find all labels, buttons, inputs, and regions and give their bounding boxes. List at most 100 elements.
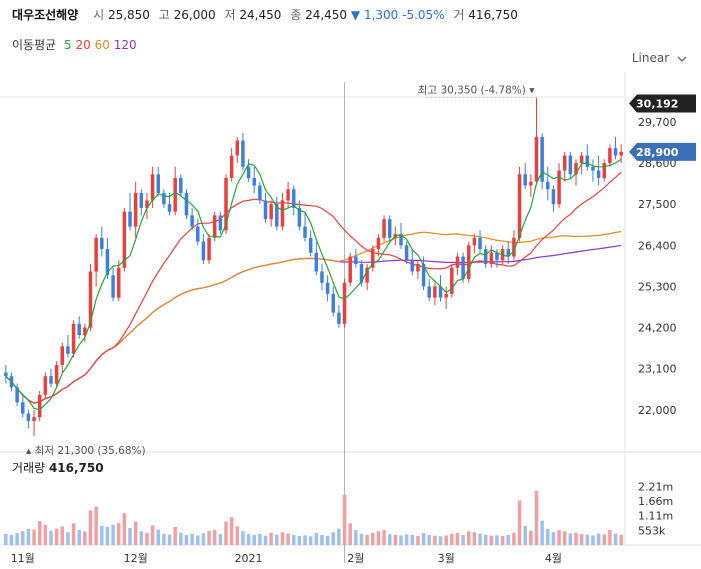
volume-bar <box>320 534 324 545</box>
volume-bar <box>444 535 448 545</box>
volume-bar <box>303 535 307 545</box>
volume-bar <box>207 531 211 545</box>
candle-body <box>280 200 285 227</box>
volume-bar <box>602 534 606 545</box>
ma-legend-5[interactable]: 5 <box>64 38 72 52</box>
volume-bar <box>562 531 567 545</box>
volume-bar <box>331 532 336 545</box>
change-value: 1,300 <box>363 8 399 22</box>
volume-bar <box>105 526 110 545</box>
volume-bar <box>32 529 36 545</box>
volume-bar <box>162 533 166 545</box>
candle-body <box>478 237 482 250</box>
candle-body <box>331 293 336 313</box>
volume-tick-label: 553k <box>638 524 666 537</box>
volume-panel-value: 416,750 <box>48 461 104 475</box>
volume-bar <box>608 530 612 545</box>
ma-legend-20[interactable]: 20 <box>75 38 91 52</box>
volume-bar <box>150 525 155 545</box>
volume-bar <box>167 534 172 545</box>
volume-bar <box>529 530 533 545</box>
volume-bar <box>427 534 431 545</box>
ma60-line <box>5 231 622 404</box>
candle-body <box>303 226 307 238</box>
candle-body <box>291 189 296 208</box>
volume-bar <box>371 532 375 545</box>
volume-bar <box>258 533 262 545</box>
candle-body <box>26 413 31 422</box>
volume-bar <box>314 533 319 545</box>
volume-bar <box>224 521 228 545</box>
candle-body <box>88 271 93 328</box>
volume-bar <box>325 535 330 545</box>
candle-body <box>585 155 590 167</box>
volume-bar <box>184 534 189 545</box>
volume-bar <box>354 530 358 545</box>
candle-body <box>54 364 59 384</box>
y-tick-label: 24,200 <box>638 322 677 335</box>
candle-body <box>150 174 155 201</box>
ma20-line <box>5 171 622 404</box>
candle-body <box>433 286 437 298</box>
close-label: 종 <box>290 8 302 22</box>
volume-bar <box>433 535 437 545</box>
candle-body <box>557 170 561 205</box>
volume-bar <box>404 534 409 545</box>
stock-name: 대우조선해양 <box>12 8 79 22</box>
volume-panel-label: 거래량 <box>12 461 46 475</box>
volume-bar <box>173 526 177 545</box>
volume-value: 416,750 <box>468 8 518 22</box>
candle-body <box>60 346 65 365</box>
candle-body <box>354 256 358 264</box>
candle-body <box>179 178 183 193</box>
volume-bar <box>342 494 347 545</box>
volume-bar <box>94 506 98 545</box>
candle-body <box>387 219 392 238</box>
volume-bar <box>100 525 104 545</box>
candle-body <box>602 163 606 178</box>
candle-body <box>529 181 533 186</box>
candle-body <box>207 237 211 261</box>
volume-panel-title: 거래량 416,750 <box>12 459 104 476</box>
chevron-down-icon <box>677 56 687 62</box>
candle-body <box>184 192 189 216</box>
candle-body <box>613 148 618 156</box>
x-tick-label: 2월 <box>347 552 364 565</box>
high-value: 26,000 <box>173 8 216 22</box>
candle-body <box>128 211 132 227</box>
volume-bar <box>421 533 426 545</box>
volume-bar <box>66 532 70 545</box>
candle-body <box>269 204 273 220</box>
candle-body <box>438 286 443 298</box>
candle-body <box>297 207 302 227</box>
candle-body <box>156 174 161 193</box>
candle-body <box>308 237 313 253</box>
y-tick-label: 26,400 <box>638 239 677 252</box>
min-annotation-label: ▴ 최저 21,300 (35.68%) <box>26 445 146 457</box>
volume-bar <box>190 533 194 545</box>
scale-mode-dropdown[interactable]: Linear <box>632 51 687 65</box>
candle-body <box>21 402 25 414</box>
candle-body <box>562 155 567 171</box>
volume-bar <box>9 534 14 545</box>
y-tick-label: 29,700 <box>638 116 677 129</box>
volume-bar <box>275 534 279 545</box>
candle-body <box>546 181 550 190</box>
volume-bar <box>393 534 398 545</box>
volume-bar <box>506 534 511 545</box>
volume-bar <box>49 530 53 545</box>
ma-legend-60[interactable]: 60 <box>94 38 110 52</box>
candle-body <box>461 256 465 279</box>
volume-bar <box>416 535 420 545</box>
volume-bar <box>60 526 65 545</box>
candle-body <box>371 249 375 268</box>
volume-bar <box>387 534 392 545</box>
candle-body <box>483 249 488 264</box>
x-tick-label: 4월 <box>545 552 562 565</box>
ma-legend-120[interactable]: 120 <box>113 38 137 52</box>
candle-body <box>83 327 87 336</box>
candle-body <box>162 192 166 205</box>
candle-body <box>466 245 471 279</box>
volume-bar <box>613 533 618 545</box>
